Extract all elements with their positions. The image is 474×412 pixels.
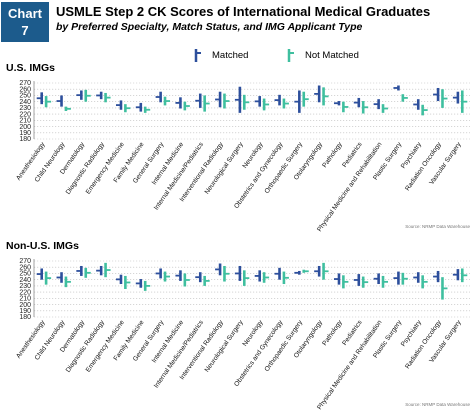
y-tick-label: 220 — [19, 289, 31, 296]
legend-label-matched: Matched — [212, 50, 249, 61]
y-tick-label: 230 — [19, 105, 31, 112]
y-tick-label: 220 — [19, 111, 31, 118]
chart-subtitle: by Preferred Specialty, Match Status, an… — [56, 21, 363, 33]
y-tick-label: 240 — [19, 99, 31, 106]
source-note: Source: NRMP Data Warehouse — [405, 224, 470, 229]
y-tick-label: 190 — [19, 308, 31, 315]
category-label: Neurological Surgery — [204, 319, 245, 374]
category-label: Radiation Oncology — [404, 319, 443, 371]
source-note: Source: NRMP Data Warehouse — [405, 402, 470, 407]
y-tick-label: 210 — [19, 296, 31, 303]
legend-label-not-matched: Not Matched — [305, 50, 359, 61]
y-tick-label: 230 — [19, 283, 31, 290]
legend-swatch-matched — [194, 49, 201, 62]
y-tick-label: 240 — [19, 277, 31, 284]
y-tick-label: 250 — [19, 271, 31, 278]
y-tick-label: 260 — [19, 86, 31, 93]
legend-swatch-not-matched — [287, 49, 294, 62]
panel-title-us-imgs: U.S. IMGs — [6, 62, 56, 74]
y-tick-label: 190 — [19, 130, 31, 137]
y-tick-label: 180 — [19, 136, 31, 143]
y-tick-label: 250 — [19, 93, 31, 100]
y-tick-label: 260 — [19, 264, 31, 271]
y-tick-label: 200 — [19, 124, 31, 131]
y-tick-label: 270 — [19, 258, 31, 265]
panel-title-non-us-imgs: Non-U.S. IMGs — [6, 240, 79, 252]
category-label: Radiation Oncology — [404, 141, 443, 193]
chart-number-badge: Chart 7 — [1, 2, 49, 42]
y-tick-label: 200 — [19, 302, 31, 309]
category-label: Neurological Surgery — [204, 141, 245, 196]
y-tick-label: 210 — [19, 118, 31, 125]
badge-number: 7 — [21, 23, 29, 38]
y-tick-label: 270 — [19, 80, 31, 87]
y-tick-label: 180 — [19, 314, 31, 321]
badge-word: Chart — [8, 6, 42, 21]
chart-title: USMLE Step 2 CK Scores of International … — [56, 4, 431, 19]
